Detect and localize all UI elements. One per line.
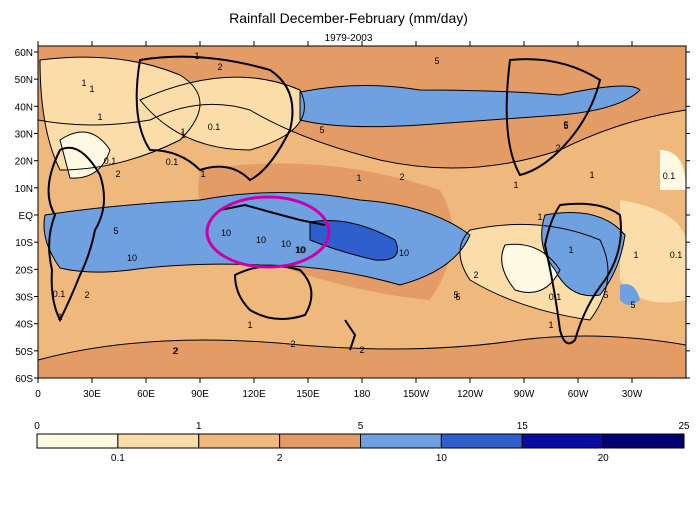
- colorbar-bin: [198, 433, 281, 449]
- contour-label: 10: [296, 245, 306, 255]
- lat-tick-label: 40S: [15, 320, 33, 331]
- contour-label: 2: [359, 345, 364, 355]
- contour-label: 0.1: [549, 292, 562, 302]
- lon-tick-label: 60W: [568, 389, 589, 400]
- contour-label: 2: [173, 346, 178, 356]
- lon-tick-label: 120W: [457, 389, 484, 400]
- contour-label: 2: [115, 169, 120, 179]
- lon-tick-label: 150W: [403, 389, 430, 400]
- contour-label: 5: [563, 120, 568, 130]
- colorbar-bottom-label: 10: [436, 453, 448, 464]
- lat-tick-label: 50N: [15, 75, 33, 86]
- contour-label: 1: [57, 312, 62, 322]
- contour-label: 10: [295, 245, 305, 255]
- contour-label: 1: [513, 180, 518, 190]
- lat-tick-label: 10S: [15, 238, 33, 249]
- colorbar-bin: [117, 433, 200, 449]
- contour-label: 2: [473, 270, 478, 280]
- contour-label: 5: [630, 300, 635, 310]
- contour-label: 1: [633, 250, 638, 260]
- contour-label: 1: [356, 173, 361, 183]
- lat-tick-label: 30N: [15, 130, 33, 141]
- contour-label: 1: [89, 84, 94, 94]
- colorbar-bottom-label: 20: [598, 453, 610, 464]
- lat-tick-label: 30S: [15, 293, 33, 304]
- contour-label: 1: [180, 127, 185, 137]
- contour-label: 1: [247, 320, 252, 330]
- highlight-ellipse: [205, 195, 331, 269]
- lon-tick-label: 30W: [622, 389, 643, 400]
- lon-tick-label: 0: [35, 389, 41, 400]
- colorbar-top-label: 0: [34, 421, 40, 432]
- lat-tick-label: 10N: [15, 184, 33, 195]
- lon-tick-label: 90E: [191, 389, 209, 400]
- contour-label: 2: [290, 339, 295, 349]
- colorbar-bin: [279, 433, 361, 449]
- contour-label: 0.1: [166, 157, 179, 167]
- colorbar-bottom-label: 2: [277, 453, 283, 464]
- lat-tick-label: 40N: [15, 102, 33, 113]
- lon-tick-label: 150E: [296, 389, 320, 400]
- contour-label: 5: [319, 125, 324, 135]
- colorbar-top-label: 15: [517, 421, 529, 432]
- contour-label: 5: [453, 290, 458, 300]
- lon-tick-label: 30E: [83, 389, 101, 400]
- contour-label: 5: [563, 121, 568, 131]
- colorbar-top-label: 25: [678, 421, 690, 432]
- contour-label: 5: [113, 226, 118, 236]
- contour-label: 10: [221, 228, 231, 238]
- contour-label: 1: [81, 78, 86, 88]
- contour-label: 0.1: [104, 156, 117, 166]
- lon-tick-label: 60E: [137, 389, 155, 400]
- lat-tick-label: 60N: [15, 48, 33, 59]
- colorbar-bin: [360, 433, 442, 449]
- lat-tick-label: 50S: [15, 347, 33, 358]
- contour-label: 2: [84, 290, 89, 300]
- contour-label: 5: [603, 290, 608, 300]
- lat-tick-label: EQ: [19, 211, 34, 222]
- contour-label: 2: [399, 172, 404, 182]
- contour-label: 1: [200, 169, 205, 179]
- contour-label: 2: [217, 62, 222, 72]
- contour-label: 0.1: [53, 289, 66, 299]
- chart-subtitle: 1979-2003: [324, 33, 373, 44]
- lat-tick-label: 20N: [15, 157, 33, 168]
- colorbar-bin: [521, 433, 604, 449]
- lat-tick-label: 20S: [15, 265, 33, 276]
- contour-label: 10: [127, 253, 137, 263]
- colorbar-bin: [440, 433, 523, 449]
- contour-label: 1: [194, 51, 199, 61]
- contour-label: 1: [548, 320, 553, 330]
- contour-label: 1: [97, 112, 102, 122]
- contour-label: 1: [568, 245, 573, 255]
- contour-label: 10: [281, 239, 291, 249]
- chart-title: Rainfall December-February (mm/day): [229, 10, 468, 26]
- lon-tick-label: 180: [354, 389, 371, 400]
- colorbar-bin: [36, 433, 119, 449]
- colorbar-bin: [602, 433, 685, 449]
- lat-tick-label: 60S: [15, 374, 33, 385]
- contour-label: 0.1: [663, 171, 676, 181]
- contour-label: 2: [555, 143, 560, 153]
- contour-label: 10: [256, 235, 266, 245]
- colorbar-bottom-label: 0.1: [111, 453, 125, 464]
- lon-tick-label: 120E: [242, 389, 266, 400]
- contour-label: 1: [180, 130, 185, 140]
- contour-label: 5: [455, 292, 460, 302]
- colorbar-top-label: 1: [196, 421, 202, 432]
- contour-label: 5: [434, 56, 439, 66]
- contour-label: 0.1: [208, 122, 221, 132]
- colorbar-top-label: 5: [358, 421, 364, 432]
- contour-label: 10: [399, 248, 409, 258]
- contour-label: 1: [537, 212, 542, 222]
- contour-label: 0.1: [670, 250, 683, 260]
- lon-tick-label: 90W: [514, 389, 535, 400]
- contour-label: 2: [172, 346, 177, 356]
- contour-label: 1: [589, 170, 594, 180]
